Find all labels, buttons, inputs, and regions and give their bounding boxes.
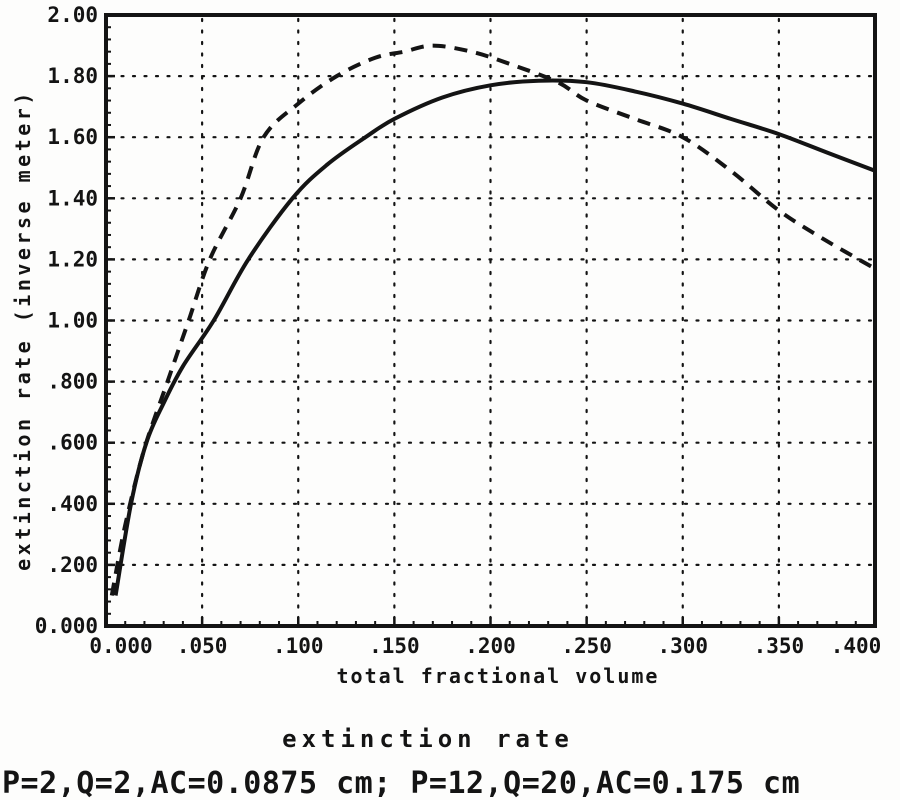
x-axis-label: total fractional volume <box>337 664 660 688</box>
x-tick-label: .150 <box>369 634 420 658</box>
x-tick-label: .400 <box>831 634 882 658</box>
y-tick-label: .200 <box>47 553 98 577</box>
tick-layer <box>104 13 877 628</box>
y-tick-label: .600 <box>47 431 98 455</box>
y-axis-label: extinction rate (inverse meter) <box>11 89 35 571</box>
x-tick-label: .350 <box>754 634 805 658</box>
plot-border <box>104 13 877 628</box>
y-tick-label: .400 <box>47 492 98 516</box>
x-tick-label: .100 <box>273 634 324 658</box>
series-line-solid <box>113 78 876 596</box>
y-tick-label: 2.00 <box>47 3 98 27</box>
grid-layer <box>108 17 875 626</box>
y-tick-label: 1.80 <box>47 64 98 88</box>
y-tick-label: 1.60 <box>47 125 98 149</box>
chart-title: extinction rate <box>282 725 574 753</box>
series-layer <box>109 43 876 596</box>
tick-label-layer: 0.000 .050 .100 .150 .200 .250 .300 .350 .400 0.0… <box>35 3 882 658</box>
y-tick-label: 1.20 <box>47 247 98 271</box>
y-tick-label: 1.40 <box>47 186 98 210</box>
x-tick-label: .300 <box>657 634 708 658</box>
x-tick-label: .050 <box>177 634 228 658</box>
y-tick-label: 0.000 <box>35 614 98 638</box>
chart-caption: P=2,Q=2,AC=0.0875 cm; P=12,Q=20,AC=0.175… <box>2 766 800 800</box>
x-tick-label: .200 <box>465 634 516 658</box>
y-tick-label: .800 <box>47 370 98 394</box>
x-tick-label: 0.000 <box>89 634 152 658</box>
series-line-dashed <box>109 43 876 596</box>
y-tick-label: 1.00 <box>47 309 98 333</box>
x-tick-label: .250 <box>561 634 612 658</box>
